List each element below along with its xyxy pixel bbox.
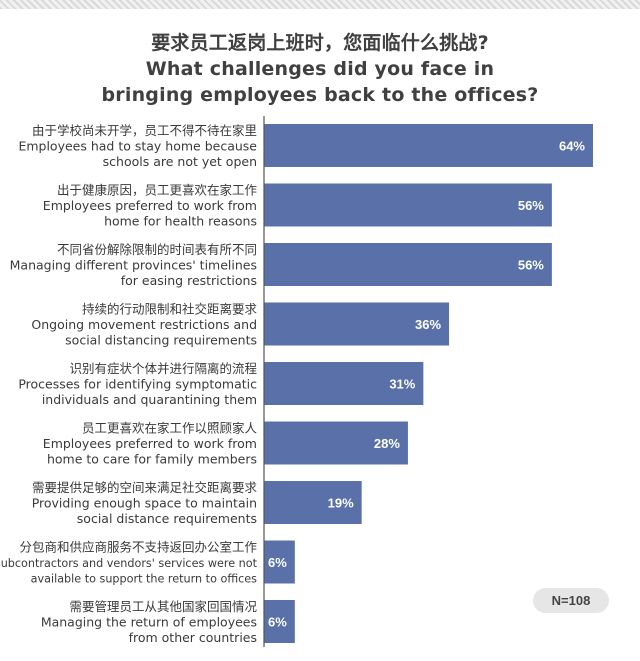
category-label-en-2-2: home for health reasons	[104, 214, 257, 229]
category-label-en-4-1: Ongoing movement restrictions and	[31, 317, 257, 332]
category-label-zh-2: 出于健康原因，员工更喜欢在家工作	[57, 183, 258, 198]
category-label-zh-1: 由于学校尚未开学，员工不得不待在家里	[32, 123, 257, 138]
chart-title-en-line2: bringing employees back to the offices?	[101, 84, 539, 106]
category-label-zh-8: 分包商和供应商服务不支持返回办公室工作	[19, 540, 257, 555]
bar-value-label-7: 19%	[328, 496, 354, 511]
bar-value-label-2: 56%	[518, 198, 544, 213]
category-label-en-2-1: Employees preferred to work from	[43, 198, 257, 213]
bar-value-label-9: 6%	[268, 615, 287, 630]
category-label-en-3-2: for easing restrictions	[121, 273, 257, 288]
bar-value-label-3: 56%	[518, 258, 544, 273]
category-label-en-6-2: home to care for family members	[47, 452, 257, 467]
category-label-en-9-2: from other countries	[129, 630, 257, 645]
category-label-en-7-2: social distance requirements	[77, 511, 257, 526]
bar-4	[264, 302, 450, 346]
bar-8	[264, 540, 295, 584]
bar-1	[264, 124, 593, 167]
chart-title-zh: 要求员工返岗上班时，您面临什么挑战?	[151, 32, 489, 54]
category-label-en-6-1: Employees preferred to work from	[43, 436, 257, 451]
category-label-en-4-2: social distancing requirements	[65, 333, 257, 348]
bar-5	[264, 362, 424, 405]
bar-7	[264, 481, 362, 524]
chart-title: 要求员工返岗上班时，您面临什么挑战? What challenges did y…	[0, 30, 640, 108]
bar-value-label-6: 28%	[374, 436, 400, 451]
bar-3	[264, 243, 552, 286]
bar-9	[264, 600, 295, 643]
bar-6	[264, 421, 408, 465]
category-label-en-8-1: Subcontractors and vendors' services wer…	[0, 557, 258, 570]
category-label-zh-5: 识别有症状个体并进行隔离的流程	[69, 361, 257, 376]
category-label-zh-3: 不同省份解除限制的时间表有所不同	[57, 242, 257, 257]
category-label-zh-4: 持续的行动限制和社交距离要求	[82, 302, 258, 317]
category-label-zh-6: 员工更喜欢在家工作以照顾家人	[82, 421, 258, 436]
category-label-zh-9: 需要管理员工从其他国家回国情况	[69, 599, 257, 614]
top-decorative-band	[0, 0, 640, 9]
bar-2	[264, 183, 552, 227]
bar-value-label-5: 31%	[389, 377, 415, 392]
category-label-en-5-2: individuals and quarantining them	[42, 392, 257, 407]
category-label-en-1-2: schools are not yet open	[103, 154, 257, 169]
category-label-en-7-1: Providing enough space to maintain	[32, 496, 257, 511]
bar-value-label-8: 6%	[268, 555, 287, 570]
category-label-en-8-2: available to support the return to offic…	[31, 573, 258, 586]
category-label-en-9-1: Managing the return of employees	[41, 615, 257, 630]
chart-title-en-line1: What challenges did you face in	[145, 58, 495, 80]
category-label-en-3-1: Managing different provinces' timelines	[10, 258, 257, 273]
bar-value-label-4: 36%	[415, 317, 441, 332]
bar-value-label-1: 64%	[559, 139, 585, 154]
category-label-zh-7: 需要提供足够的空间来满足社交距离要求	[32, 480, 258, 495]
category-label-en-5-1: Processes for identifying symptomatic	[18, 377, 257, 392]
sample-size-badge: N=108	[533, 588, 609, 613]
category-label-en-1-1: Employees had to stay home because	[18, 139, 257, 154]
